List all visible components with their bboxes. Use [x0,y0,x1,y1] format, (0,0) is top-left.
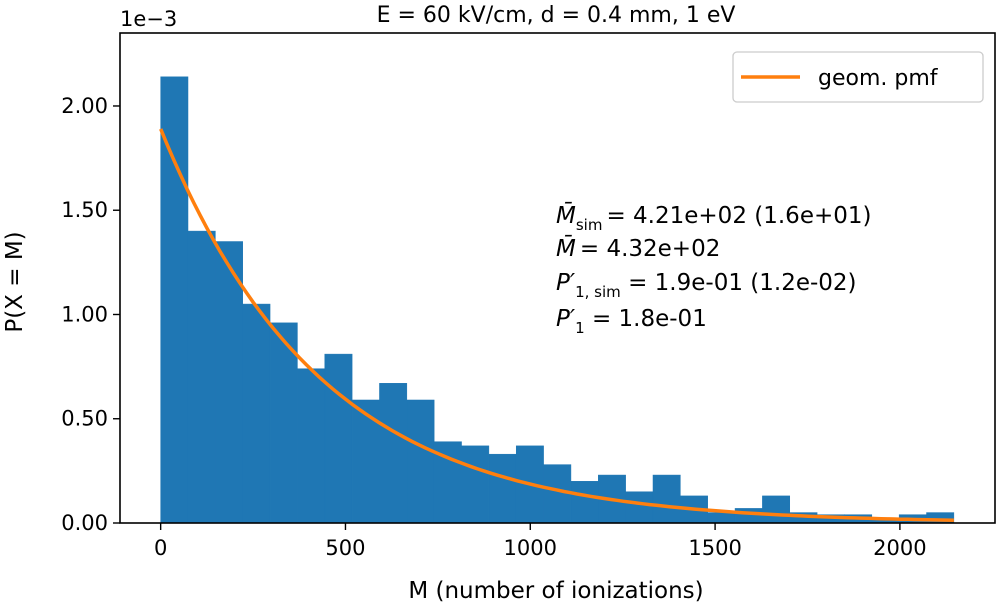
stats-annotation: M̄sim = 4.21e+02 (1.6e+01) M̄ = 4.32e+02 P… [556,201,871,337]
histogram-bar [379,383,408,524]
annotation-mbar: M̄ = 4.32e+02 [556,234,720,262]
histogram-bar [570,481,599,524]
y-axis-label: P(X = M) [2,231,28,332]
plot-frame [119,32,996,524]
histogram-bar [543,464,572,524]
histogram-bar [324,353,353,524]
x-tick-label: 0 [154,536,167,560]
y-tick-label: 1.50 [61,198,108,222]
y-tick-label: 1.00 [61,302,108,326]
histogram-bar [215,241,243,524]
chart-title: E = 60 kV/cm, d = 0.4 mm, 1 eV [377,3,736,28]
y-axis-ticks: 0.00 0.50 1.00 1.50 2.00 [61,94,120,535]
histogram-bar [461,445,490,524]
x-tick-label: 1000 [504,536,557,560]
histogram-bar [187,230,216,524]
legend-label: geom. pmf [818,66,939,91]
histogram-bar [762,495,791,524]
y-scale-offset-label: 1e−3 [120,7,177,31]
histogram-bars [160,76,955,524]
x-tick-label: 2000 [873,536,926,560]
x-tick-label: 1500 [688,536,741,560]
y-tick-label: 2.00 [61,94,108,118]
histogram-bar [242,303,271,524]
y-tick-label: 0.50 [61,407,108,431]
histogram-bar [269,322,298,524]
legend: geom. pmf [732,51,984,103]
histogram-bar [625,491,654,524]
histogram-bar [160,76,189,524]
geom-pmf-line [159,128,954,523]
annotation-msim: M̄sim = 4.21e+02 (1.6e+01) [556,201,871,234]
histogram-bar [488,453,517,524]
histogram-bar [297,368,326,524]
x-tick-label: 500 [325,536,365,560]
annotation-p1sim: P′1, sim = 1.9e-01 (1.2e-02) [556,270,857,301]
histogram-bar [406,399,435,524]
legend-box [732,51,984,103]
y-tick-label: 0.00 [61,511,108,535]
annotation-p1: P′1 = 1.8e-01 [556,306,707,337]
histogram-bar [707,512,736,524]
histogram-bar [734,508,763,524]
x-axis-ticks: 0 500 1000 1500 2000 [154,523,927,560]
x-axis-label: M (number of ionizations) [408,578,703,604]
histogram-bar [652,474,681,524]
